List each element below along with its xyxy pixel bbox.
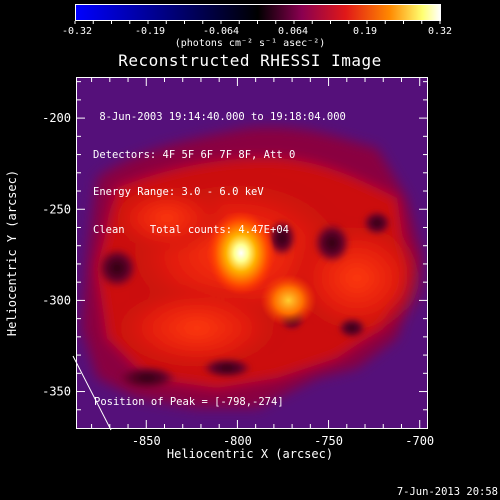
datestamp: 7-Jun-2013 20:58 [396,486,498,498]
heatmap-peaks [207,211,317,327]
info-line-energy: Energy Range: 3.0 - 6.0 keV [93,186,264,198]
y-axis-label: Heliocentric Y (arcsec) [5,169,19,337]
colorbar [75,4,441,21]
x-axis-label: Heliocentric X (arcsec) [166,447,334,461]
y-tick-label: -300 [42,293,71,307]
chart-title: Reconstructed RHESSI Image [118,51,382,70]
info-line-detectors: Detectors: 4F 5F 6F 7F 8F, Att 0 [93,148,296,161]
plot-area: 8-Jun-2003 19:14:40.000 to 19:18:04.000 … [76,77,428,429]
colorbar-tick: -0.32 [61,26,93,37]
colorbar-tick: -0.064 [202,26,240,37]
observation-info: 8-Jun-2003 19:14:40.000 to 19:18:04.000 … [93,86,346,261]
colorbar-tick: 0.064 [277,26,309,37]
x-tick-label: -700 [405,434,434,448]
colorbar-units: (photons cm⁻² s⁻¹ asec⁻²) [174,38,326,49]
y-tick-label: -200 [42,111,71,125]
peak-brightness [207,211,276,295]
colorbar-tick: 0.19 [352,26,378,37]
info-line-time: 8-Jun-2003 19:14:40.000 to 19:18:04.000 [93,111,346,123]
colorbar-tick: 0.32 [427,26,453,37]
colorbar-tick: -0.19 [134,26,166,37]
info-line-counts: Clean Total counts: 4.47E+04 [93,223,289,236]
y-tick-label: -250 [42,202,71,216]
heatmap-holes [97,211,391,390]
secondary-brightness [260,274,317,327]
y-tick-label: -350 [42,385,71,399]
heatmap-image [77,78,427,428]
x-tick-label: -800 [223,434,252,448]
x-tick-label: -850 [132,434,161,448]
peak-position-label: Position of Peak = [-798,-274] [94,396,284,408]
colorbar-gradient [75,4,441,21]
x-tick-label: -750 [314,434,343,448]
